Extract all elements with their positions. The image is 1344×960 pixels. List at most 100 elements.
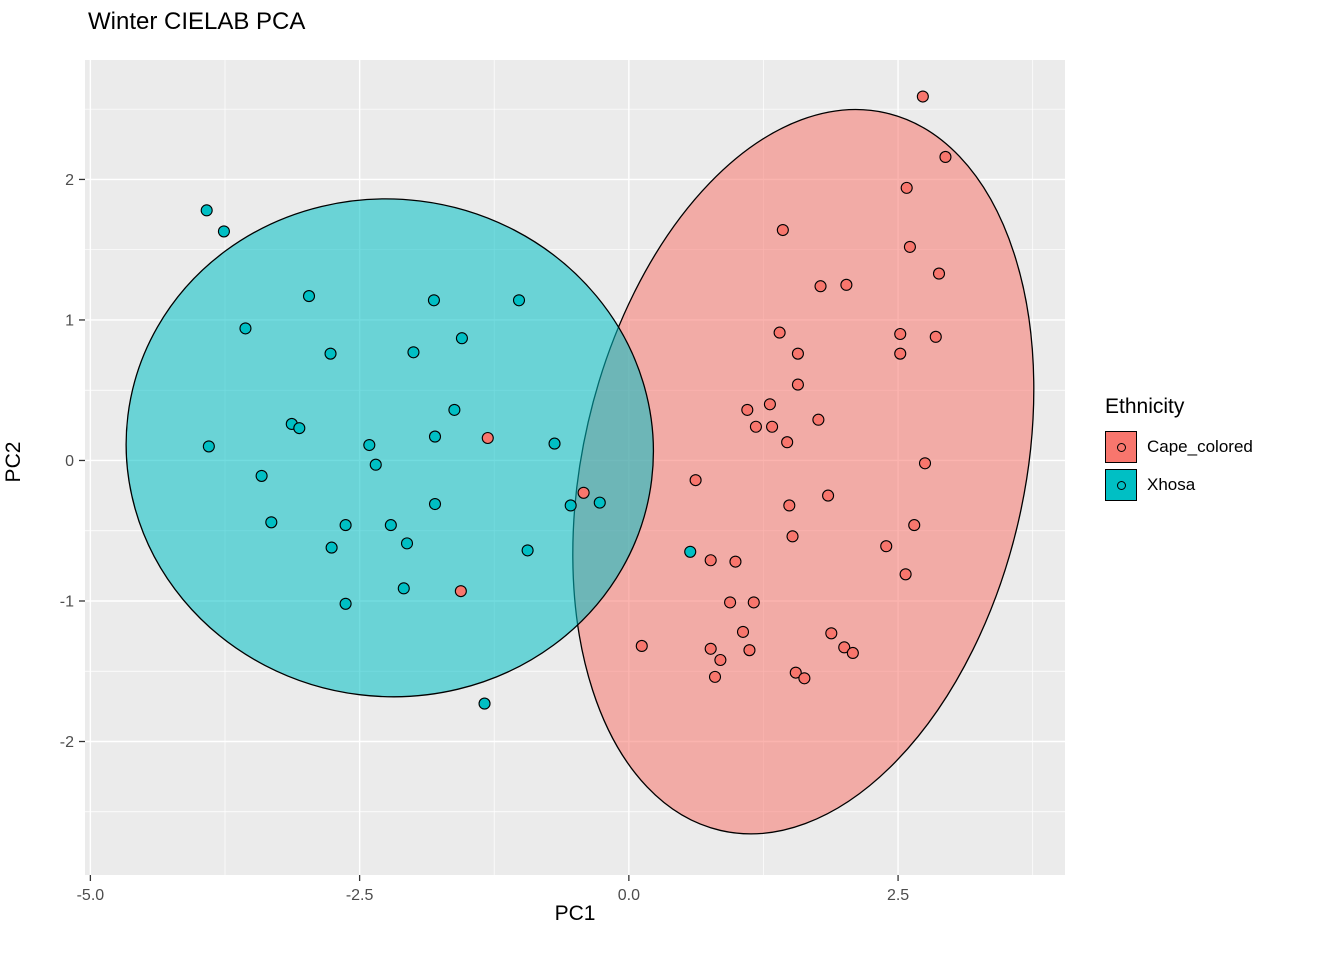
data-point-xhosa xyxy=(478,697,491,710)
data-point-cape_colored xyxy=(704,642,717,655)
data-point-xhosa xyxy=(255,469,268,482)
data-point-cape_colored xyxy=(903,240,916,253)
data-point-cape_colored xyxy=(724,596,737,609)
data-point-xhosa xyxy=(564,499,577,512)
data-point-xhosa xyxy=(427,294,440,307)
data-point-cape_colored xyxy=(899,568,912,581)
data-point-cape_colored xyxy=(454,585,467,598)
data-point-cape_colored xyxy=(747,596,760,609)
y-tick-label: 2 xyxy=(65,172,74,189)
data-point-cape_colored xyxy=(749,420,762,433)
data-point-xhosa xyxy=(324,347,337,360)
legend: Ethnicity Cape_colored Xhosa xyxy=(1105,395,1340,507)
data-point-xhosa xyxy=(384,519,397,532)
y-axis-label: PC2 xyxy=(2,441,25,483)
data-point-xhosa xyxy=(217,225,230,238)
legend-title: Ethnicity xyxy=(1105,395,1185,418)
data-point-cape_colored xyxy=(894,327,907,341)
data-point-xhosa xyxy=(455,332,468,345)
data-point-xhosa xyxy=(325,541,338,554)
data-point-cape_colored xyxy=(766,420,779,433)
data-point-cape_colored xyxy=(741,403,754,416)
legend-item-cape-colored[interactable]: Cape_colored xyxy=(1105,431,1340,463)
x-tick-label: 0.0 xyxy=(618,887,640,904)
data-point-cape_colored xyxy=(846,646,859,660)
data-point-xhosa xyxy=(593,496,606,509)
data-point-cape_colored xyxy=(714,653,727,667)
data-point-xhosa xyxy=(400,537,414,550)
data-point-cape_colored xyxy=(932,267,946,280)
y-tick-label: 0 xyxy=(65,453,74,470)
data-point-cape_colored xyxy=(791,347,804,360)
data-point-cape_colored xyxy=(481,431,494,445)
data-point-cape_colored xyxy=(577,486,590,499)
data-point-cape_colored xyxy=(736,625,750,638)
data-point-xhosa xyxy=(428,497,442,511)
data-point-cape_colored xyxy=(916,90,929,103)
data-point-cape_colored xyxy=(798,672,811,685)
data-point-cape_colored xyxy=(763,398,776,411)
data-point-xhosa xyxy=(407,346,420,359)
data-point-cape_colored xyxy=(900,181,913,194)
data-point-cape_colored xyxy=(929,330,942,343)
legend-item-xhosa[interactable]: Xhosa xyxy=(1105,469,1340,501)
data-point-cape_colored xyxy=(729,555,742,568)
data-point-cape_colored xyxy=(880,540,893,553)
data-point-xhosa xyxy=(339,519,352,532)
data-point-cape_colored xyxy=(704,554,717,567)
legend-key-xhosa-swatch xyxy=(1105,469,1137,501)
data-point-cape_colored xyxy=(786,530,799,543)
data-point-cape_colored xyxy=(894,347,907,360)
data-point-cape_colored xyxy=(781,436,794,449)
y-tick-label: 1 xyxy=(65,312,74,329)
data-point-xhosa xyxy=(293,422,306,435)
data-point-xhosa xyxy=(512,294,526,307)
data-point-xhosa xyxy=(200,204,213,217)
data-point-cape_colored xyxy=(635,639,648,653)
x-tick-label: -5.0 xyxy=(77,887,105,904)
data-point-cape_colored xyxy=(840,278,853,291)
data-point-xhosa xyxy=(684,545,697,558)
data-point-xhosa xyxy=(239,322,252,335)
data-point-xhosa xyxy=(428,430,442,443)
data-point-xhosa xyxy=(369,458,382,471)
y-tick-label: -2 xyxy=(60,734,74,751)
legend-label-cape-colored: Cape_colored xyxy=(1147,437,1253,456)
data-point-cape_colored xyxy=(812,413,825,426)
x-tick-label: -2.5 xyxy=(346,887,374,904)
x-axis-label: PC1 xyxy=(554,902,596,925)
data-point-cape_colored xyxy=(918,457,932,470)
data-point-xhosa xyxy=(339,597,352,610)
data-point-xhosa xyxy=(363,438,376,452)
data-point-cape_colored xyxy=(783,499,796,512)
data-point-cape_colored xyxy=(822,489,835,502)
ellipse-xhosa xyxy=(125,198,655,698)
plot-title: Winter CIELAB PCA xyxy=(88,8,306,35)
data-point-xhosa xyxy=(397,582,410,595)
data-point-xhosa xyxy=(548,437,561,450)
data-point-xhosa xyxy=(448,403,461,416)
data-point-cape_colored xyxy=(814,280,827,293)
legend-point-icon xyxy=(1116,480,1126,490)
data-point-cape_colored xyxy=(776,223,789,237)
legend-key-cape-colored-swatch xyxy=(1105,431,1137,463)
legend-point-icon xyxy=(1116,442,1126,452)
data-point-xhosa xyxy=(265,516,278,529)
data-point-xhosa xyxy=(202,440,215,453)
data-point-xhosa xyxy=(521,544,534,557)
data-point-cape_colored xyxy=(825,627,838,640)
data-point-cape_colored xyxy=(689,474,702,487)
data-point-cape_colored xyxy=(908,519,921,532)
data-point-xhosa xyxy=(302,290,316,303)
y-tick-label: -1 xyxy=(60,593,74,610)
data-point-cape_colored xyxy=(838,641,851,654)
legend-label-xhosa: Xhosa xyxy=(1147,475,1196,494)
data-point-cape_colored xyxy=(789,666,802,679)
data-point-cape_colored xyxy=(708,670,722,683)
data-point-cape_colored xyxy=(743,644,756,657)
data-point-cape_colored xyxy=(773,326,786,339)
data-point-cape_colored xyxy=(791,378,804,391)
data-point-cape_colored xyxy=(939,150,952,164)
x-tick-label: 2.5 xyxy=(887,887,909,904)
